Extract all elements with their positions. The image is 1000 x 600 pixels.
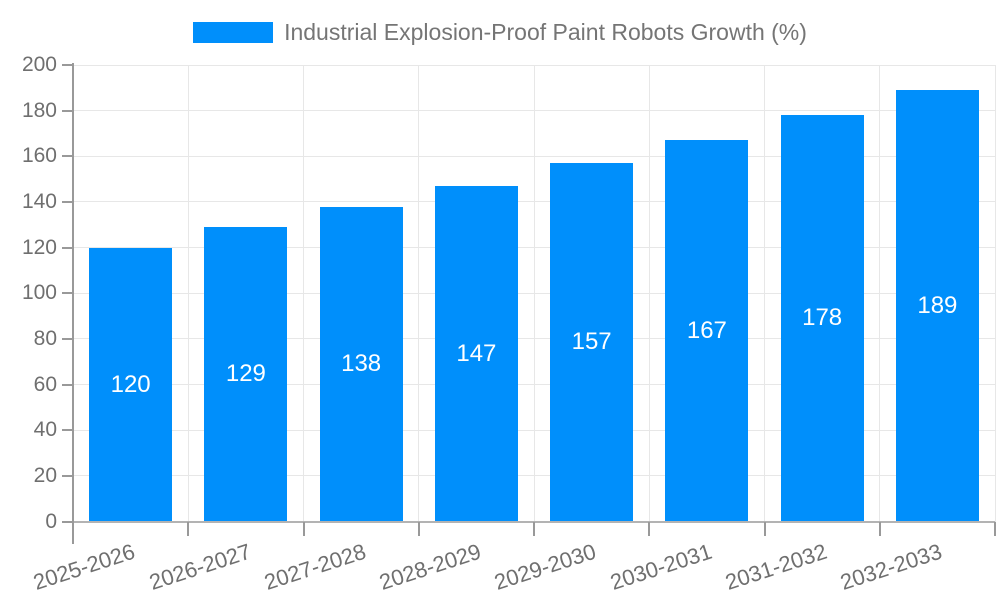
bar-value-label: 189 (917, 291, 958, 319)
bar-value-label: 167 (686, 316, 727, 344)
y-axis-tick (62, 474, 73, 477)
y-axis-tick (62, 520, 73, 523)
y-axis-tick (62, 337, 73, 340)
bar-value-label: 147 (456, 339, 497, 367)
bar-value-label: 178 (802, 304, 843, 332)
bar[interactable] (89, 247, 173, 522)
x-axis-label: 2029-2030 (491, 538, 600, 595)
vertical-gridline (648, 65, 650, 522)
legend-swatch-icon (193, 22, 274, 43)
x-axis-label: 2031-2032 (722, 538, 830, 595)
y-axis-line (72, 63, 74, 544)
x-axis-tick (648, 521, 651, 536)
bar[interactable] (434, 185, 518, 522)
bar-value-label: 120 (110, 370, 151, 398)
y-axis-tick-label: 160 (21, 144, 57, 168)
vertical-gridline (994, 65, 996, 522)
y-axis-tick (62, 64, 73, 66)
x-axis-label: 2027-2028 (261, 538, 369, 595)
y-axis-tick (62, 200, 73, 203)
vertical-gridline (764, 65, 765, 522)
bar[interactable] (895, 90, 979, 522)
x-axis-tick (878, 521, 881, 536)
y-axis-tick-label: 20 (33, 463, 57, 487)
x-axis-tick (763, 521, 766, 536)
bar[interactable] (780, 115, 864, 522)
y-axis-tick (62, 429, 73, 432)
x-axis-tick (994, 521, 996, 536)
x-axis-tick (302, 521, 305, 536)
y-axis-tick (62, 383, 73, 386)
y-axis-tick-label: 200 (21, 53, 57, 76)
bar-value-label: 138 (341, 350, 382, 377)
bar[interactable] (665, 140, 749, 522)
y-axis-tick (62, 246, 73, 249)
y-axis-tick-label: 180 (21, 98, 57, 122)
y-axis-tick (62, 109, 73, 112)
legend-label: Industrial Explosion-Proof Paint Robots … (284, 19, 807, 45)
x-axis-label: 2028-2029 (376, 538, 485, 595)
y-axis-tick (62, 155, 73, 158)
vertical-gridline (303, 65, 304, 522)
y-axis-tick-label: 120 (21, 235, 57, 259)
x-axis-tick (533, 521, 535, 536)
x-axis-label: 2025-2026 (30, 538, 139, 595)
x-axis-label: 2032-2033 (837, 538, 946, 595)
y-axis-tick-label: 80 (33, 326, 57, 350)
x-axis-tick (417, 521, 420, 536)
y-axis-tick-label: 60 (33, 372, 57, 396)
y-axis-tick-label: 140 (21, 189, 57, 213)
y-axis-tick (62, 292, 73, 295)
vertical-gridline (418, 65, 420, 522)
vertical-gridline (187, 65, 189, 522)
bar[interactable] (319, 206, 403, 522)
bar[interactable] (550, 163, 634, 522)
bar-value-label: 129 (225, 360, 266, 388)
y-axis-tick-label: 100 (21, 281, 57, 305)
vertical-gridline (533, 65, 535, 522)
y-axis-tick-label: 0 (45, 509, 57, 533)
bar[interactable] (204, 227, 288, 522)
x-axis-tick (187, 521, 190, 536)
x-axis-label: 2030-2031 (606, 538, 715, 595)
vertical-gridline (879, 65, 881, 522)
legend[interactable]: Industrial Explosion-Proof Paint Robots … (0, 20, 1000, 45)
y-axis-tick-label: 40 (33, 418, 57, 442)
x-axis-label: 2026-2027 (145, 538, 254, 595)
x-axis-tick (72, 521, 74, 536)
bar-value-label: 157 (571, 328, 612, 356)
